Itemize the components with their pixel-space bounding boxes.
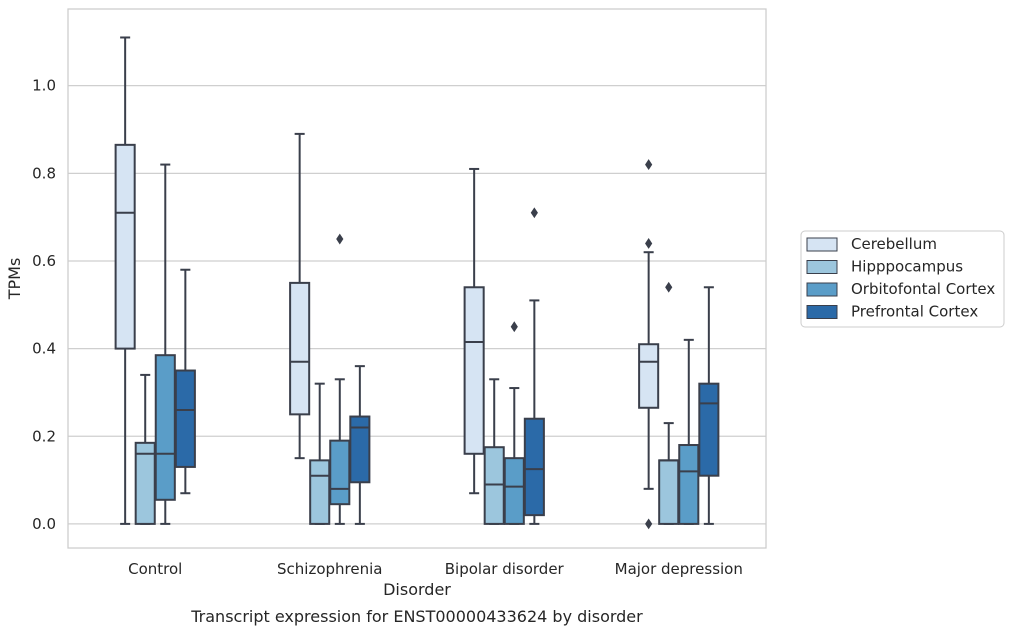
y-axis-label: TPMs	[5, 258, 24, 301]
box-iqr	[638, 343, 660, 409]
box-prefrontal-cortex	[698, 286, 720, 525]
legend-swatch	[806, 237, 838, 252]
box-iqr	[174, 369, 196, 468]
x-tick-label: Major depression	[615, 560, 743, 578]
box-hipppocampus	[309, 382, 331, 525]
y-tick-label: 0.4	[32, 340, 56, 358]
x-axis-label: Disorder	[383, 580, 451, 599]
outlier-point	[645, 159, 653, 170]
legend-label: Cerebellum	[851, 235, 937, 253]
box-cerebellum	[638, 159, 660, 530]
outlier-point	[530, 207, 538, 219]
x-axis-ticks: Control Schizophrenia Bipolar disorder Majo…	[128, 560, 743, 578]
box-plot-area	[114, 36, 720, 530]
box-iqr	[154, 354, 176, 501]
y-tick-label: 0.8	[32, 164, 56, 182]
box-iqr	[658, 459, 680, 525]
box-hipppocampus	[658, 281, 680, 525]
outlier-point	[645, 518, 653, 530]
box-cerebellum	[114, 36, 136, 525]
x-tick-label: Schizophrenia	[277, 560, 382, 578]
box-iqr	[523, 417, 545, 517]
box-iqr	[483, 446, 505, 525]
outlier-point	[665, 281, 673, 293]
box-prefrontal-cortex	[523, 207, 545, 525]
box-orbitofontal-cortex	[503, 321, 525, 525]
box-hipppocampus	[483, 378, 505, 525]
y-tick-label: 0.2	[32, 427, 56, 445]
chart-caption: Transcript expression for ENST0000043362…	[190, 607, 643, 626]
box-iqr	[134, 441, 156, 525]
outlier-point	[510, 321, 518, 333]
box-iqr	[678, 444, 700, 525]
box-iqr	[698, 382, 720, 477]
box-iqr	[503, 457, 525, 525]
box-iqr	[309, 459, 331, 525]
box-iqr	[463, 286, 485, 455]
box-cerebellum	[289, 132, 311, 460]
box-iqr	[289, 281, 311, 416]
legend-label: Prefrontal Cortex	[851, 303, 978, 321]
legend-frame	[800, 230, 1005, 328]
box-iqr	[114, 143, 136, 350]
outlier-point	[336, 233, 344, 245]
outlier-point	[645, 238, 653, 249]
box-orbitofontal-cortex	[678, 338, 700, 525]
box-cerebellum	[463, 167, 485, 495]
legend-swatch	[806, 305, 838, 319]
legend-swatch	[806, 260, 838, 274]
plot-frame	[67, 8, 767, 549]
box-prefrontal-cortex	[174, 268, 196, 495]
box-prefrontal-cortex	[349, 365, 371, 525]
x-tick-label: Bipolar disorder	[445, 560, 565, 578]
box-orbitofontal-cortex	[329, 233, 351, 525]
y-tick-label: 1.0	[32, 77, 56, 95]
box-hipppocampus	[134, 373, 156, 525]
y-tick-label: 0.6	[32, 252, 56, 270]
x-tick-label: Control	[128, 560, 182, 578]
y-axis-ticks: 0.0 0.2 0.4 0.6 0.8 1.0	[32, 77, 56, 533]
y-tick-label: 0.0	[32, 515, 56, 533]
box-iqr	[349, 415, 371, 484]
box-orbitofontal-cortex	[154, 163, 176, 525]
legend-swatch	[806, 282, 838, 297]
legend-label: Orbitofontal Cortex	[851, 280, 995, 298]
box-iqr	[329, 439, 351, 506]
legend-label: Hipppocampus	[851, 258, 963, 276]
legend: Cerebellum Hipppocampus Orbitofontal Corte…	[800, 230, 1005, 328]
